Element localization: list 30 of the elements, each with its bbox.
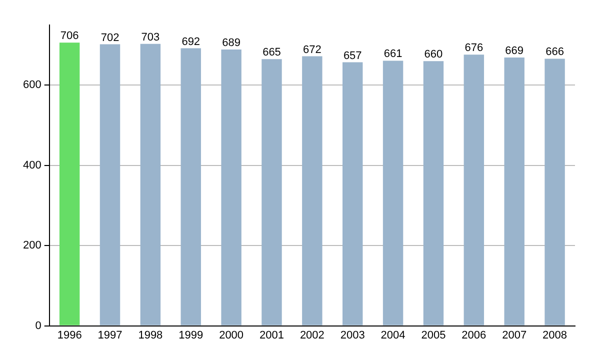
y-tick-label: 0 (35, 320, 42, 332)
x-tick-label: 1997 (98, 329, 122, 342)
data-label: 661 (384, 48, 402, 60)
x-tick-label: 2002 (300, 329, 324, 342)
y-tick-label: 600 (22, 79, 42, 92)
data-label: 692 (182, 36, 200, 48)
x-tick-label: 1996 (57, 329, 82, 342)
x-tick-label: 2008 (542, 329, 568, 342)
data-label: 702 (100, 32, 120, 44)
data-label: 676 (464, 42, 484, 54)
data-label: 703 (141, 31, 160, 44)
x-tick-label: 2004 (380, 329, 406, 342)
x-tick-label: 2003 (340, 329, 365, 342)
x-tick-label: 2005 (421, 329, 446, 342)
x-tick-label: 2007 (502, 329, 527, 342)
y-tick-label: 200 (22, 240, 42, 252)
data-label: 666 (546, 46, 564, 58)
data-label: 689 (222, 36, 240, 49)
x-tick-label: 2001 (260, 329, 284, 342)
y-tick-label: 400 (22, 159, 42, 172)
x-tick-label: 1999 (178, 329, 204, 342)
data-label: 657 (343, 50, 362, 62)
data-label: 660 (424, 48, 443, 61)
x-tick-label: 2000 (219, 329, 244, 342)
x-tick-label: 1998 (138, 329, 163, 342)
data-label: 669 (505, 45, 524, 58)
x-tick-label: 2006 (462, 329, 486, 342)
data-label: 706 (60, 30, 79, 42)
data-label: 665 (262, 46, 281, 59)
data-label: 672 (302, 44, 322, 56)
